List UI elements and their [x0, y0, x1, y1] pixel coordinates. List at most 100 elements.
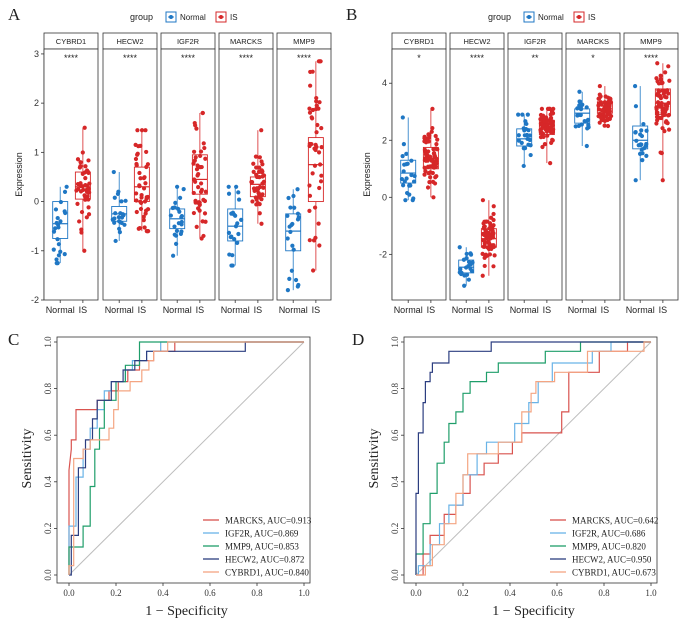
data-point: [434, 161, 439, 166]
data-point: [634, 138, 639, 143]
data-point: [312, 163, 318, 168]
data-point: [319, 173, 324, 178]
significance-label: ****: [470, 53, 485, 63]
data-point: [605, 117, 610, 123]
y-axis-title: Expression: [14, 152, 24, 197]
data-point: [491, 223, 496, 228]
data-point: [481, 224, 487, 230]
data-point: [429, 129, 434, 134]
data-point: [177, 209, 182, 214]
data-point: [469, 268, 475, 274]
data-point: [285, 288, 290, 293]
data-point: [176, 221, 181, 226]
legend-label-mmp9: MMP9, AUC=0.820: [572, 542, 646, 552]
box-is: [249, 128, 267, 226]
box-normal: [516, 112, 533, 169]
data-point: [236, 197, 242, 202]
data-point: [83, 164, 88, 169]
data-point: [457, 245, 462, 250]
data-point: [171, 253, 176, 258]
data-point: [200, 110, 205, 116]
data-point: [134, 198, 139, 203]
y-tick-label: 2: [34, 98, 39, 108]
data-point: [118, 211, 123, 216]
data-point: [318, 59, 323, 64]
data-point: [133, 156, 139, 162]
x-tick-label: Normal: [510, 305, 539, 315]
data-point: [228, 235, 233, 240]
data-point: [520, 112, 525, 117]
data-point: [656, 81, 662, 86]
data-point: [199, 187, 204, 192]
y-tick-label: 3: [34, 49, 39, 59]
data-point: [660, 80, 665, 85]
y-tick-label: 1.0: [390, 336, 400, 348]
y-tick-label: 0.2: [390, 523, 400, 534]
box-normal: [168, 184, 186, 258]
data-point: [58, 219, 63, 224]
data-point: [286, 195, 291, 201]
data-point: [660, 178, 665, 183]
data-point: [144, 228, 149, 234]
facet-strip-label: MMP9: [293, 37, 315, 46]
data-point: [143, 128, 148, 133]
legend-A: group Normal IS: [130, 11, 238, 23]
data-point: [491, 211, 496, 217]
data-point: [656, 92, 661, 98]
data-point: [145, 207, 151, 212]
data-point: [639, 147, 645, 152]
data-point: [203, 156, 208, 161]
data-point: [431, 195, 436, 200]
data-point: [548, 160, 553, 166]
data-point: [596, 107, 602, 112]
data-point: [198, 153, 203, 159]
facet-frame: [449, 48, 505, 301]
significance-label: ****: [181, 53, 196, 63]
box-is: [74, 125, 92, 253]
data-point: [192, 158, 197, 163]
data-point: [287, 276, 292, 281]
data-point: [424, 136, 429, 141]
data-point: [54, 257, 59, 262]
data-point: [427, 180, 432, 185]
data-point: [545, 106, 551, 111]
y-tick-label: -2: [379, 249, 387, 259]
y-tick-label: 0.6: [390, 429, 400, 441]
data-point: [289, 268, 294, 273]
data-point: [251, 169, 256, 174]
data-point: [138, 200, 144, 206]
data-point: [141, 186, 147, 191]
y-tick-label: 0.0: [43, 569, 53, 581]
data-point: [291, 247, 296, 252]
data-point: [314, 95, 319, 101]
data-point: [597, 92, 602, 97]
data-point: [663, 120, 669, 125]
data-point: [422, 172, 427, 177]
data-point: [577, 103, 582, 108]
data-point: [234, 184, 239, 189]
data-point: [525, 136, 530, 142]
roc-curve-mmp9: [68, 341, 304, 575]
data-point: [466, 277, 471, 282]
data-point: [201, 233, 206, 239]
data-point: [577, 89, 582, 94]
data-point: [64, 184, 69, 189]
y-axis-A: -2 -1 0 1 2 3 Expression: [14, 49, 45, 305]
data-point: [423, 152, 428, 157]
facet-strip-label: MARCKS: [577, 37, 609, 46]
data-point: [522, 133, 527, 138]
data-point: [260, 169, 265, 174]
data-point: [633, 104, 639, 109]
data-point: [607, 112, 612, 117]
data-point: [548, 125, 553, 131]
data-point: [462, 283, 467, 288]
data-point: [79, 209, 85, 215]
data-point: [261, 179, 267, 184]
data-point: [292, 205, 297, 210]
y-tick-label: 4: [382, 78, 387, 88]
x-tick-label: IS: [485, 305, 494, 315]
data-point: [236, 190, 241, 195]
data-point: [638, 142, 643, 147]
x-tick-label: Normal: [394, 305, 423, 315]
